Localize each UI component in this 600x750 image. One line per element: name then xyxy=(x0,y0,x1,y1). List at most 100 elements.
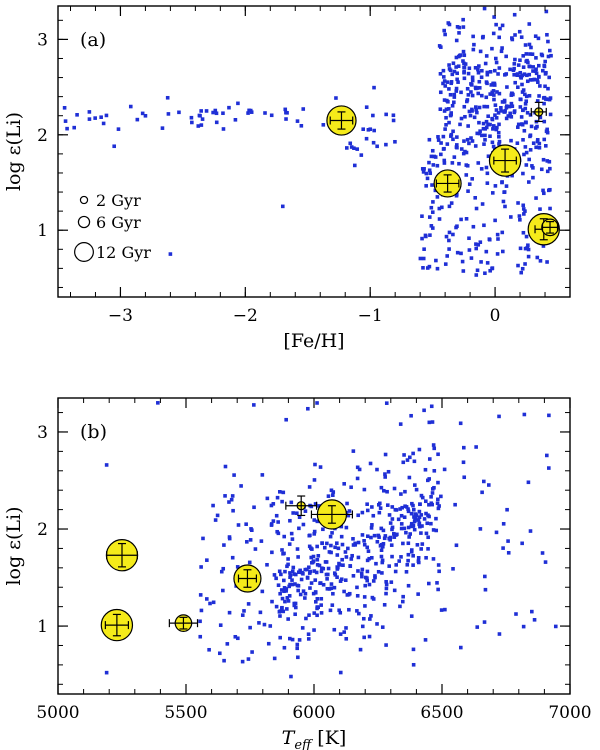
field-star-point xyxy=(475,86,480,90)
field-star-point xyxy=(368,617,372,621)
field-star-point xyxy=(246,111,250,115)
field-star-point xyxy=(495,252,500,256)
field-star-point xyxy=(441,147,446,151)
field-star-point xyxy=(533,69,538,74)
field-star-point xyxy=(390,525,395,530)
field-star-point xyxy=(301,589,306,593)
field-star-point xyxy=(528,52,532,56)
field-star-point xyxy=(436,506,441,511)
panel-a-y-axis-label: log ε(Li) xyxy=(3,112,25,191)
field-star-point xyxy=(325,586,330,591)
field-star-point xyxy=(444,123,448,127)
field-star-point xyxy=(461,49,466,54)
field-star-point xyxy=(523,106,528,111)
field-star-point xyxy=(412,515,416,519)
panel-b-highlighted-stars xyxy=(100,495,353,642)
field-star-point xyxy=(529,45,533,50)
field-star-point xyxy=(546,86,550,91)
field-star-point xyxy=(318,581,322,586)
field-star-point xyxy=(497,414,501,419)
field-star-point xyxy=(442,161,447,165)
field-star-point xyxy=(275,529,279,534)
field-star-point xyxy=(537,75,541,79)
field-star-point xyxy=(509,138,513,143)
field-star-point xyxy=(455,25,460,29)
field-star-point xyxy=(531,69,535,73)
field-star-point xyxy=(270,599,274,604)
field-star-point xyxy=(214,120,219,125)
field-star-point xyxy=(393,139,397,144)
field-star-point xyxy=(351,537,355,541)
field-star-point xyxy=(481,121,486,126)
field-star-point xyxy=(208,601,212,606)
field-star-point xyxy=(470,177,475,181)
field-star-point xyxy=(389,580,394,584)
field-star-point xyxy=(456,64,461,69)
field-star-point xyxy=(286,599,291,603)
x-tick-label: 5500 xyxy=(164,703,207,723)
field-star-point xyxy=(390,527,394,532)
field-star-point xyxy=(355,585,359,590)
field-star-point xyxy=(417,515,422,519)
field-star-point xyxy=(436,138,441,142)
field-star-point xyxy=(205,558,209,562)
field-star-point xyxy=(295,583,300,588)
field-star-point xyxy=(379,554,384,559)
y-tick-label: 2 xyxy=(37,520,48,540)
field-star-point xyxy=(467,182,472,186)
field-star-point xyxy=(451,567,455,571)
field-star-point xyxy=(303,596,307,600)
field-star-point xyxy=(512,109,517,113)
field-star-point xyxy=(514,612,518,616)
field-star-point xyxy=(503,204,507,209)
field-star-point xyxy=(362,538,366,543)
field-star-point xyxy=(493,68,497,73)
field-star-point xyxy=(377,510,382,515)
field-star-point xyxy=(541,244,546,248)
field-star-point xyxy=(359,571,364,576)
field-star-point xyxy=(283,107,288,112)
field-star-point xyxy=(526,480,531,485)
field-star-point xyxy=(492,15,496,19)
field-star-point xyxy=(452,69,457,74)
field-star-point xyxy=(305,576,310,580)
field-star-point xyxy=(527,180,531,184)
field-star-point xyxy=(478,240,483,244)
field-star-point xyxy=(390,517,395,521)
field-star-point xyxy=(440,205,444,210)
field-star-point xyxy=(534,196,538,200)
field-star-point xyxy=(531,166,535,170)
field-star-point xyxy=(456,80,460,84)
field-star-point xyxy=(340,542,345,547)
field-star-point xyxy=(441,68,446,73)
field-star-point xyxy=(436,563,441,567)
field-star-point xyxy=(534,71,539,76)
field-star-point xyxy=(326,494,331,498)
field-star-point xyxy=(299,577,304,582)
field-star-point xyxy=(385,489,389,494)
field-star-point xyxy=(156,401,160,405)
field-star-point xyxy=(335,553,340,557)
field-star-point xyxy=(422,408,426,413)
field-star-point xyxy=(280,499,284,504)
field-star-point xyxy=(252,403,256,407)
field-star-point xyxy=(340,557,344,562)
field-star-point xyxy=(526,243,530,248)
field-star-point xyxy=(218,623,223,627)
field-star-point xyxy=(521,54,526,58)
field-star-point xyxy=(473,65,478,70)
field-star-point xyxy=(497,122,501,127)
field-star-point xyxy=(542,101,546,106)
field-star-point xyxy=(529,124,534,129)
field-star-point xyxy=(355,593,360,598)
field-star-point xyxy=(380,571,384,575)
field-star-point xyxy=(484,80,489,84)
field-star-point xyxy=(518,105,523,109)
field-star-point xyxy=(447,63,451,67)
field-star-point xyxy=(522,152,526,157)
field-star-point xyxy=(478,527,483,531)
field-star-point xyxy=(436,135,440,139)
field-star-point xyxy=(491,31,496,36)
field-star-point xyxy=(376,569,381,574)
field-star-point xyxy=(478,129,482,133)
